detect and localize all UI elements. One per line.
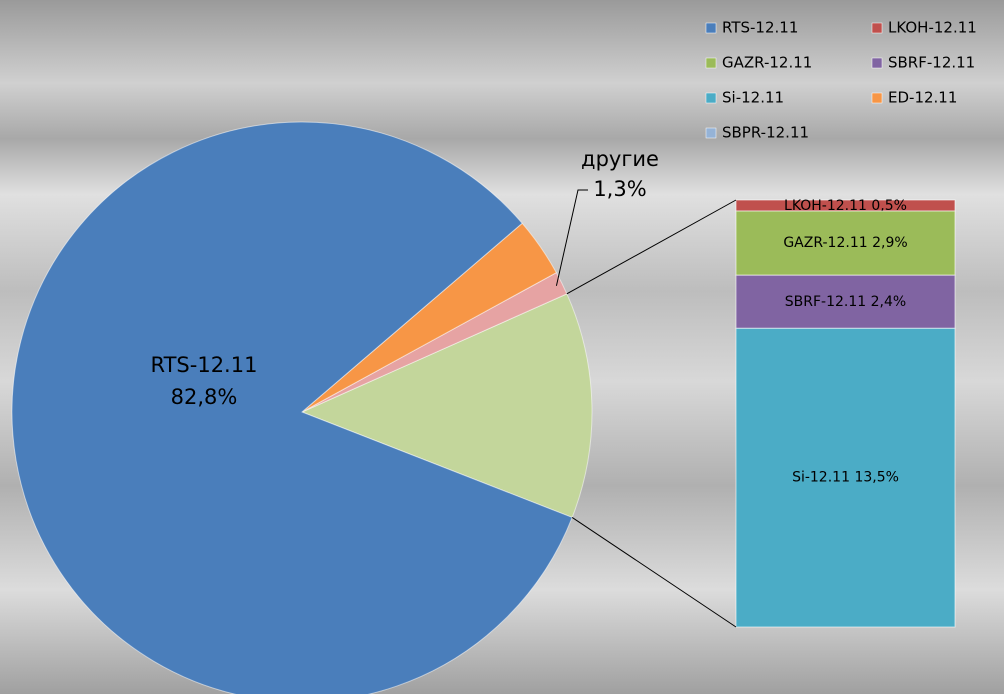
segment-value: 0,5% [871, 198, 907, 214]
legend-swatch [705, 92, 717, 104]
slice-label: RTS-12.11 [151, 353, 258, 377]
legend-label: LKOH-12.11 [888, 19, 977, 37]
legend-label: GAZR-12.11 [722, 54, 812, 72]
legend-swatch [705, 57, 717, 69]
segment-value: 2,4% [871, 294, 907, 310]
slice-label: другие [581, 147, 659, 171]
pie-slice [300, 293, 593, 519]
legend-swatch [871, 22, 883, 34]
segment-label: Si-12.11 13,5% [792, 470, 899, 486]
connector [571, 517, 737, 628]
legend-swatch [871, 92, 883, 104]
leader-line [555, 189, 588, 286]
segment-value: 2,9% [872, 235, 908, 251]
segment-name: LKOH-12.11 [784, 198, 867, 214]
bar-segment [735, 327, 956, 628]
legend-label: SBPR-12.11 [722, 124, 809, 142]
legend-swatch [871, 57, 883, 69]
slice-value: 82,8% [171, 385, 238, 409]
legend-label: Si-12.11 [722, 89, 784, 107]
legend-swatch [705, 22, 717, 34]
segment-name: GAZR-12.11 [783, 235, 867, 251]
segment-name: SBRF-12.11 [785, 294, 866, 310]
segment-label: LKOH-12.11 0,5% [784, 198, 907, 214]
connector [566, 199, 737, 295]
legend-label: RTS-12.11 [722, 19, 798, 37]
segment-label: SBRF-12.11 2,4% [785, 294, 906, 310]
segment-value: 13,5% [854, 470, 898, 486]
segment-name: Si-12.11 [792, 470, 850, 486]
legend-label: SBRF-12.11 [888, 54, 975, 72]
legend-swatch [705, 127, 717, 139]
pie-slice [11, 121, 573, 694]
slice-value: 1,3% [593, 177, 646, 201]
segment-label: GAZR-12.11 2,9% [783, 235, 907, 251]
legend-label: ED-12.11 [888, 89, 957, 107]
